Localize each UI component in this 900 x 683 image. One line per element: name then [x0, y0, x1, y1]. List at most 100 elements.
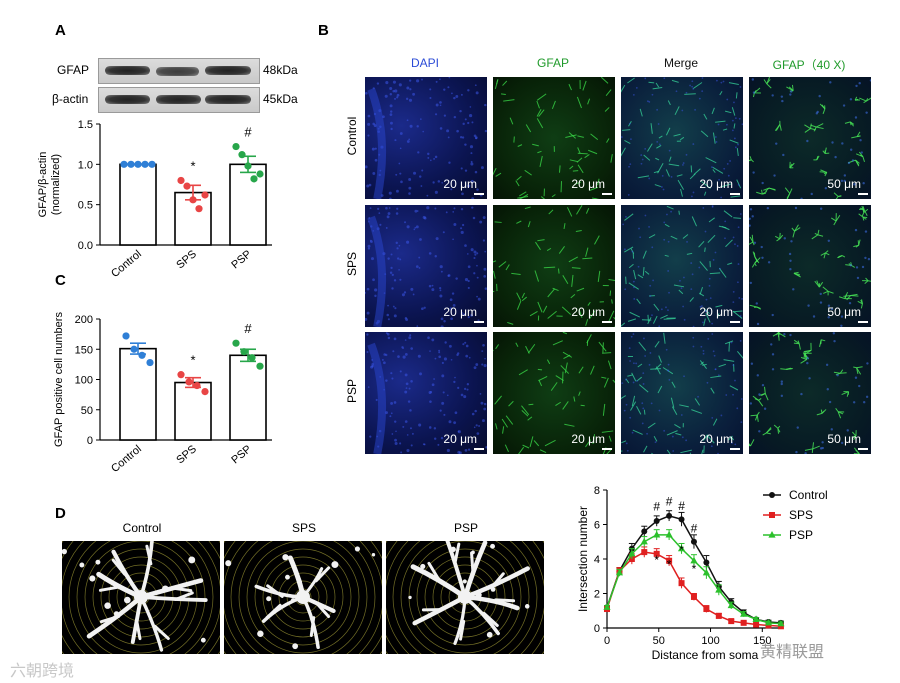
nucleus-dot: [682, 305, 685, 308]
gfap-fiber: [600, 77, 609, 84]
gfap-fiber: [602, 342, 604, 353]
nucleus-dot: [630, 138, 632, 141]
nucleus-dot: [390, 266, 393, 269]
nucleus-dot: [440, 317, 444, 321]
data-point: [148, 160, 156, 168]
nucleus-dot: [789, 259, 792, 262]
gfap-fiber: [736, 148, 739, 156]
gfap-fiber: [515, 180, 520, 187]
gfap-fiber: [694, 398, 701, 406]
data-point: [777, 619, 785, 627]
astrocyte-process: [822, 286, 829, 292]
gfap-fiber: [700, 130, 709, 138]
nucleus-dot: [761, 256, 764, 259]
data-point: [727, 601, 735, 609]
gfap-fiber: [666, 205, 674, 210]
nucleus-dot: [467, 448, 471, 451]
gfap-fiber: [680, 188, 683, 197]
nucleus-dot: [366, 184, 370, 188]
debris-speck: [408, 595, 412, 600]
astrocyte-process: [851, 265, 855, 268]
astrocyte-process: [830, 217, 837, 222]
astrocyte-process: [810, 128, 816, 131]
nucleus-dot: [452, 210, 455, 213]
astrocyte-process: [854, 99, 859, 101]
nucleus-dot: [704, 230, 707, 233]
nucleus-dot: [780, 394, 784, 398]
nucleus-dot: [381, 358, 384, 361]
gfap-fiber: [493, 260, 497, 263]
nucleus-dot: [396, 93, 400, 97]
legend-label: PSP: [789, 528, 813, 542]
astrocyte-process: [766, 83, 772, 89]
nucleus-dot: [804, 452, 807, 454]
nucleus-dot: [841, 142, 844, 145]
nucleus-dot: [739, 340, 742, 342]
nucleus-dot: [485, 446, 487, 449]
astrocyte-process: [862, 156, 865, 163]
nucleus-dot: [390, 372, 393, 375]
gfap-fiber: [657, 385, 663, 394]
nucleus-dot: [711, 333, 714, 335]
nucleus-dot: [710, 445, 713, 448]
gfap-fiber: [539, 155, 543, 167]
nucleus-dot: [383, 353, 386, 356]
gfap-fiber: [589, 186, 599, 191]
nucleus-dot: [413, 171, 417, 175]
micrograph-texture: [621, 77, 743, 199]
y-axis-label: GFAP positive cell numbers: [53, 312, 65, 447]
debris-speck: [292, 643, 299, 650]
data-point: [641, 528, 648, 535]
gfap-fiber: [501, 418, 508, 428]
x-category-label: Control: [109, 248, 144, 280]
data-point: [183, 182, 191, 190]
nucleus-dot: [474, 409, 477, 413]
astrocyte-image: [224, 541, 382, 654]
gfap-fiber: [631, 372, 637, 382]
astrocyte-process: [837, 411, 842, 419]
nucleus-dot: [644, 77, 647, 80]
astrocyte-process: [861, 212, 865, 217]
nucleus-dot: [389, 271, 393, 274]
gfap-fiber: [733, 123, 736, 129]
gfap-fiber: [597, 178, 600, 186]
nucleus-dot: [691, 273, 694, 276]
gfap-fiber: [666, 449, 671, 454]
nucleus-dot: [434, 207, 437, 210]
nucleus-dot: [752, 91, 756, 94]
nucleus-dot: [408, 186, 412, 190]
astrocyte-process: [775, 235, 780, 240]
nucleus-dot: [474, 170, 478, 174]
gfap-fiber: [651, 452, 654, 454]
gfap-fiber: [563, 223, 566, 229]
micrograph-row-label: Control: [345, 116, 359, 156]
nucleus-dot: [442, 391, 445, 394]
nucleus-dot: [406, 240, 410, 244]
astrocyte-process: [856, 367, 859, 374]
nucleus-dot: [830, 307, 834, 311]
astrocyte-process: [850, 295, 859, 297]
wb-band: [156, 67, 199, 76]
nucleus-dot: [476, 276, 479, 279]
nucleus-dot: [475, 137, 478, 140]
gfap-fiber: [691, 216, 698, 227]
nucleus-dot: [460, 393, 464, 397]
gfap-fiber: [698, 240, 705, 248]
astrocyte-process: [840, 372, 847, 374]
nucleus-dot: [421, 78, 423, 81]
panel-label-b: B: [318, 22, 329, 39]
nucleus-dot: [642, 372, 645, 375]
astrocyte-process: [749, 159, 752, 162]
scale-bar: [858, 193, 868, 195]
nucleus-dot: [394, 89, 398, 93]
nucleus-dot: [385, 226, 388, 229]
gfap-fiber: [585, 319, 589, 326]
nucleus-dot: [818, 94, 821, 98]
gfap-fiber: [527, 221, 531, 228]
nucleus-dot: [383, 361, 386, 365]
panel-label-a: A: [55, 22, 66, 39]
gfap-fiber: [624, 139, 631, 145]
gfap-fiber: [704, 247, 706, 252]
gfap-fiber: [494, 221, 502, 223]
nucleus-dot: [656, 108, 659, 111]
